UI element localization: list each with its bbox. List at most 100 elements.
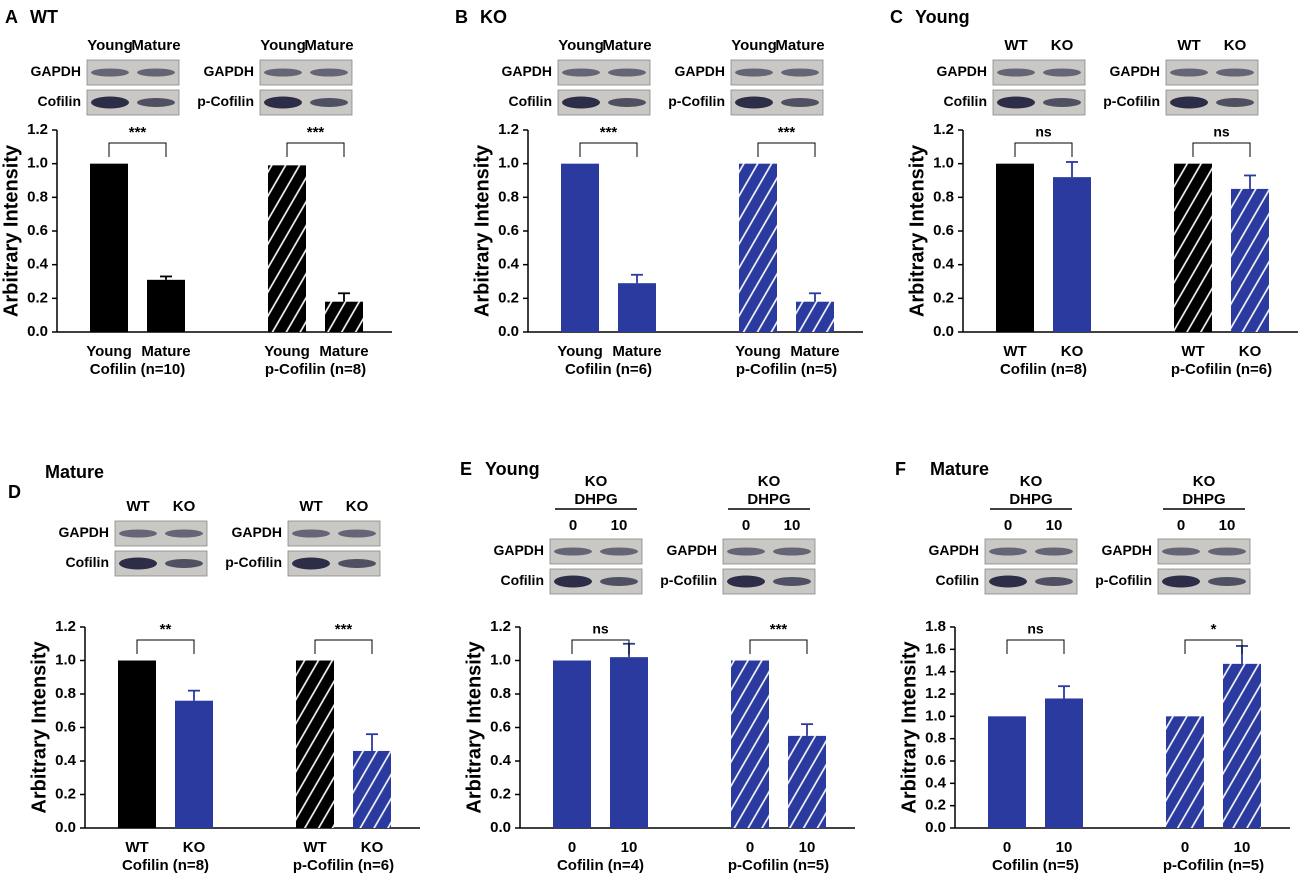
blot-band	[137, 98, 175, 107]
x-tick-label: 10	[621, 839, 638, 856]
blot-header: DHPG	[747, 491, 790, 508]
y-tick-label: 0.2	[925, 797, 946, 814]
blot-row-label: Cofilin	[65, 554, 109, 570]
lane-label: KO	[173, 498, 196, 515]
blot-header: KO	[1193, 473, 1216, 490]
group-label: p-Cofilin (n=5)	[1163, 857, 1264, 874]
blot-row-label: GAPDH	[493, 542, 544, 558]
bar	[988, 716, 1026, 828]
significance-bracket	[1184, 639, 1243, 654]
y-tick-label: 0.2	[55, 785, 76, 802]
x-tick-label: 0	[1003, 839, 1011, 856]
bar	[147, 279, 185, 332]
blot-row-label: p-Cofilin	[225, 554, 282, 570]
y-tick-label: 0.0	[933, 323, 954, 340]
lane-label: Young	[558, 37, 604, 54]
group-label: p-Cofilin (n=5)	[728, 857, 829, 874]
blot-band	[1043, 68, 1081, 77]
bar	[610, 657, 648, 828]
significance-bracket	[314, 639, 373, 654]
blot-band	[600, 577, 638, 586]
blot-band	[1208, 547, 1246, 556]
x-tick-label: 0	[568, 839, 576, 856]
blot-row-label: Cofilin	[508, 93, 552, 109]
panel-letter: C	[890, 7, 903, 27]
blot-band	[562, 68, 600, 77]
blot-band	[119, 557, 157, 570]
blot-band	[91, 68, 129, 77]
x-tick-label: 10	[1234, 839, 1251, 856]
blot-band	[600, 547, 638, 556]
blot-band	[562, 96, 600, 109]
blot-band	[1216, 68, 1254, 77]
group-label: Cofilin (n=4)	[557, 857, 644, 874]
significance-bracket	[757, 142, 816, 157]
blot-band	[264, 96, 302, 109]
y-tick-label: 1.0	[490, 651, 511, 668]
y-tick-label: 0.0	[925, 819, 946, 836]
blot-band	[554, 575, 592, 588]
bar	[1045, 698, 1083, 828]
lane-label: Young	[731, 37, 777, 54]
y-tick-label: 0.6	[27, 222, 48, 239]
group-label: Cofilin (n=10)	[90, 361, 185, 378]
x-tick-label: WT	[1003, 343, 1026, 360]
bar	[796, 301, 834, 332]
y-tick-label: 0.6	[55, 718, 76, 735]
significance-bracket	[571, 639, 630, 654]
lane-label: WT	[299, 498, 322, 515]
blot-row-label: GAPDH	[674, 63, 725, 79]
blot-band	[264, 68, 302, 77]
x-tick-label: Mature	[790, 343, 839, 360]
y-tick-label: 0.4	[925, 774, 947, 791]
bar	[118, 660, 156, 828]
blot-row-label: Cofilin	[37, 93, 81, 109]
lane-label: KO	[1224, 37, 1247, 54]
blot-row-label: p-Cofilin	[1095, 572, 1152, 588]
lane-label: WT	[126, 498, 149, 515]
lane-label: Young	[87, 37, 133, 54]
x-tick-label: Young	[86, 343, 132, 360]
y-tick-label: 0.8	[498, 188, 519, 205]
blot-band	[292, 529, 330, 538]
blot-row-label: Cofilin	[935, 572, 979, 588]
blot-band	[1170, 96, 1208, 109]
panel-title: Mature	[45, 462, 104, 482]
group-label: p-Cofilin (n=6)	[293, 857, 394, 874]
panel-title: KO	[480, 7, 507, 27]
x-tick-label: 10	[1056, 839, 1073, 856]
blot-band	[1170, 68, 1208, 77]
y-tick-label: 0.4	[498, 256, 520, 273]
blot-band	[1035, 577, 1073, 586]
blot-band	[338, 529, 376, 538]
y-tick-label: 0.6	[925, 752, 946, 769]
y-tick-label: 1.4	[925, 663, 947, 680]
x-tick-label: KO	[1239, 343, 1262, 360]
y-axis-label: Arbitrary Intensity	[471, 144, 493, 317]
y-tick-label: 1.6	[925, 640, 946, 657]
y-tick-label: 0.8	[933, 188, 954, 205]
significance: ***	[335, 621, 353, 638]
blot-band	[119, 529, 157, 538]
blot-header: KO	[1020, 473, 1043, 490]
x-tick-label: WT	[125, 839, 148, 856]
significance-bracket	[1006, 639, 1065, 654]
blot-row-label: GAPDH	[1101, 542, 1152, 558]
bar	[353, 750, 391, 828]
blot-band	[608, 68, 646, 77]
blot-header: DHPG	[574, 491, 617, 508]
x-tick-label: KO	[361, 839, 384, 856]
y-tick-label: 0.2	[498, 289, 519, 306]
blot-row-label: GAPDH	[58, 524, 109, 540]
blot-band	[773, 547, 811, 556]
y-tick-label: 1.2	[933, 121, 954, 138]
blot-header: KO	[758, 473, 781, 490]
blot-band	[997, 96, 1035, 109]
y-axis-label: Arbitrary Intensity	[28, 640, 50, 813]
bar	[618, 283, 656, 332]
bar	[739, 163, 777, 332]
panel-title: WT	[30, 7, 58, 27]
group-label: Cofilin (n=8)	[1000, 361, 1087, 378]
blot-header: DHPG	[1009, 491, 1052, 508]
significance-bracket	[1014, 142, 1073, 157]
